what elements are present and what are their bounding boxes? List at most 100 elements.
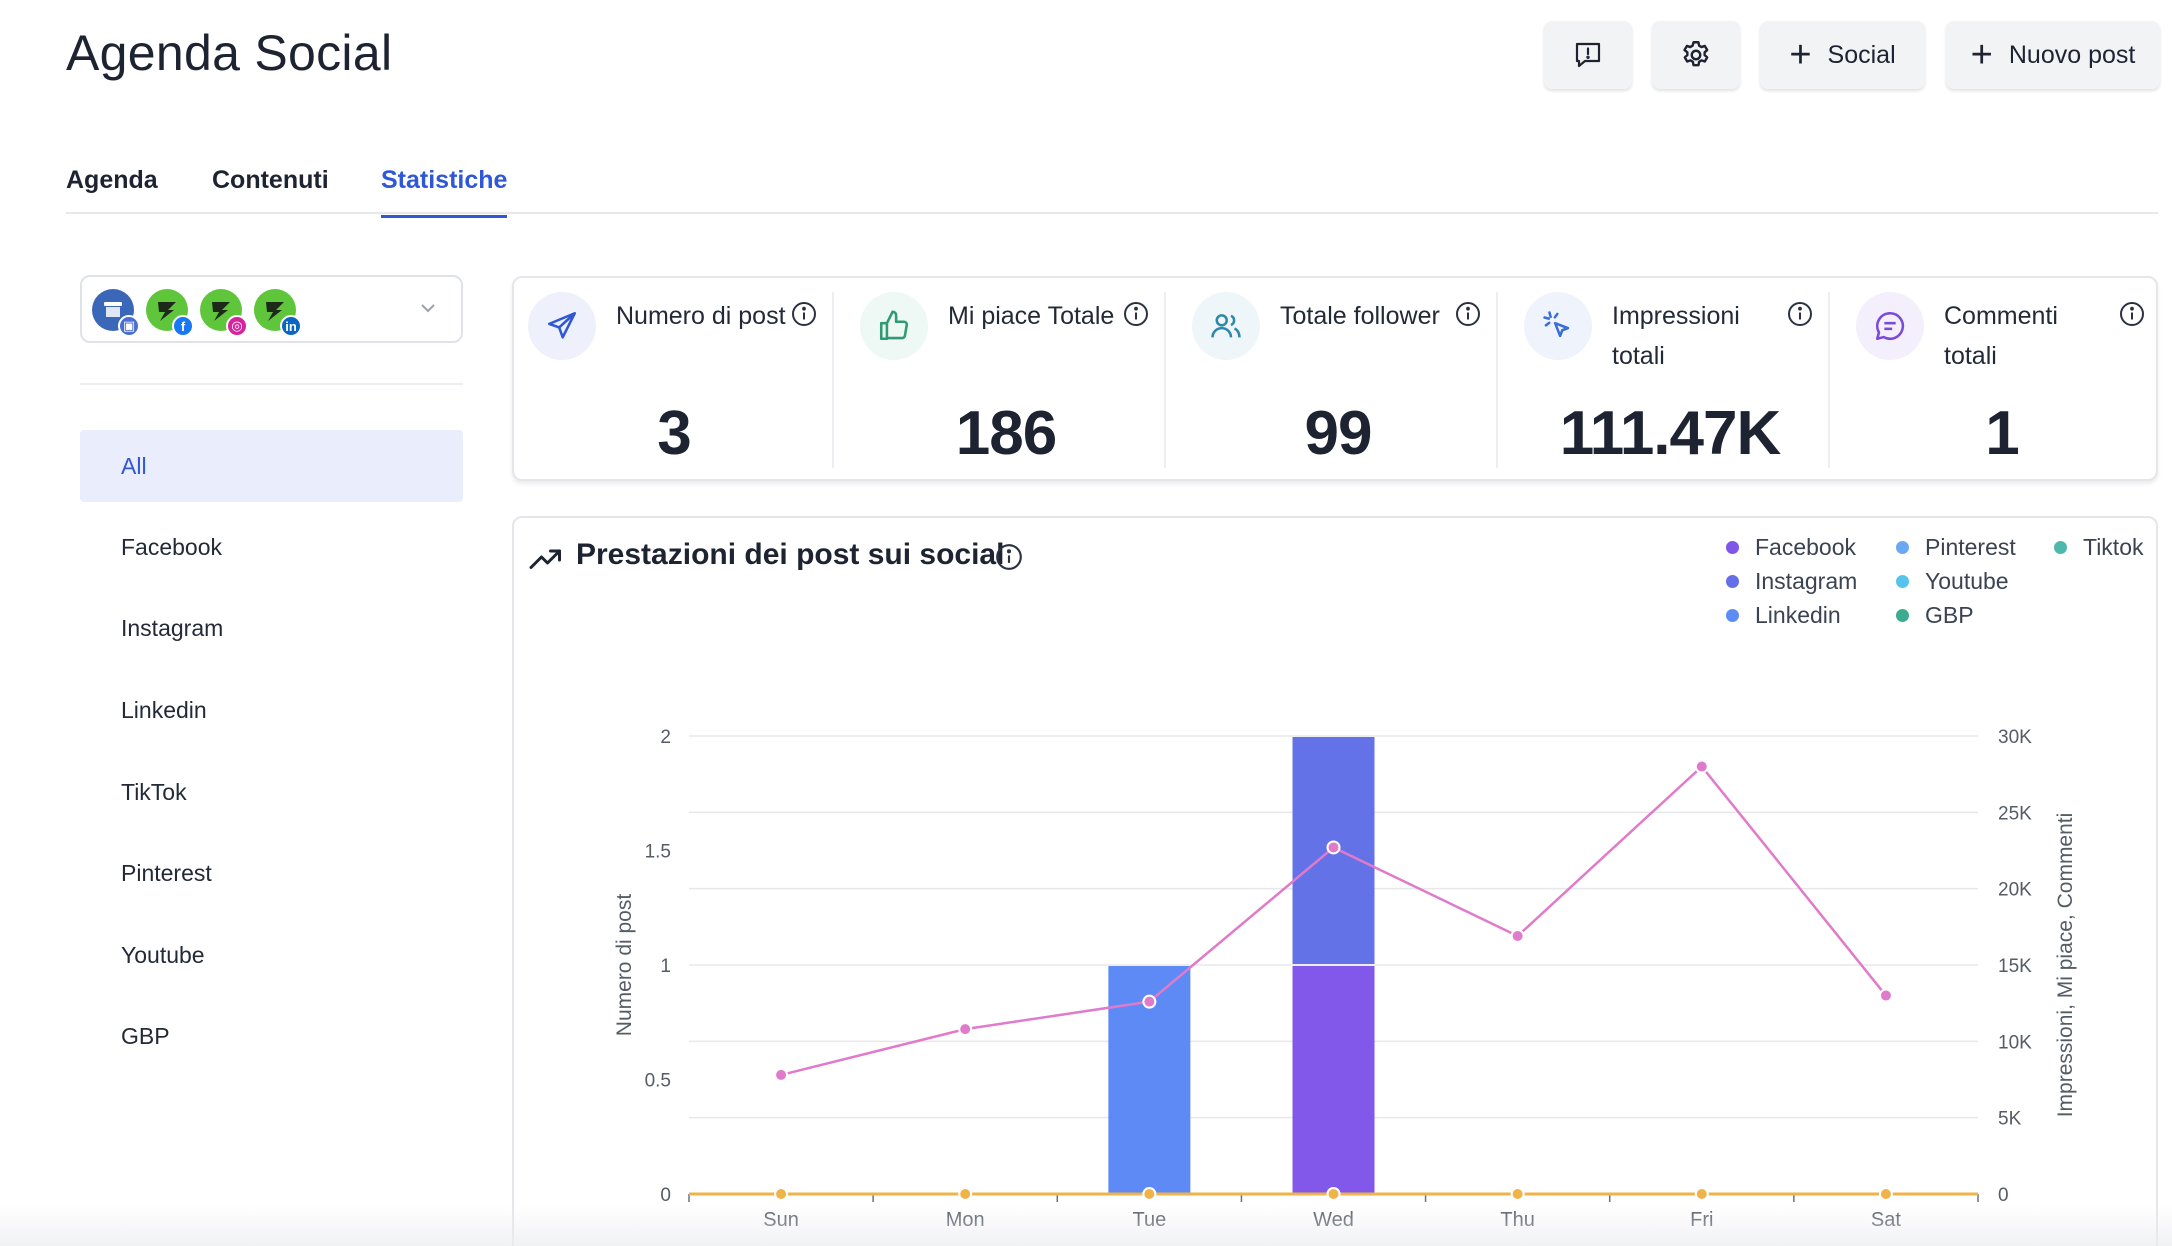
legend-label: Tiktok [2083, 534, 2144, 560]
y-axis-title: Numero di post [613, 894, 636, 1037]
legend-dot [1896, 541, 1909, 554]
y2-tick-label: 15K [1998, 956, 2032, 977]
x-tick-label: Sat [1871, 1209, 1901, 1231]
data-point [1694, 1187, 1709, 1201]
y2-tick-label: 0 [1998, 1185, 2009, 1206]
stat-value: 99 [1304, 399, 1373, 468]
x-tick-label: Fri [1690, 1209, 1713, 1231]
y2-tick-label: 5K [1998, 1109, 2022, 1130]
x-tick-label: Wed [1313, 1209, 1354, 1231]
legend-item-linkedin[interactable]: Linkedin [1726, 602, 1841, 629]
legend-label: Instagram [1755, 568, 1858, 594]
feedback-button[interactable] [1544, 21, 1632, 89]
sidebar-item-facebook[interactable]: Facebook [121, 533, 223, 560]
cursor-click-icon [1524, 292, 1592, 360]
stat-divider [1828, 292, 1830, 468]
stat-value: 1 [1985, 399, 2019, 468]
tab-statistiche[interactable]: Statistiche [381, 166, 508, 218]
y-tick-label: 2 [660, 727, 671, 748]
legend-item-tiktok[interactable]: Tiktok [2054, 534, 2144, 561]
x-tick-label: Mon [946, 1209, 985, 1231]
new-post-button[interactable]: + Nuovo post [1946, 21, 2160, 89]
add-social-label: Social [1827, 40, 1896, 69]
legend-item-facebook[interactable]: Facebook [1726, 534, 1856, 561]
legend-dot [1896, 609, 1909, 622]
sidebar-item-gbp[interactable]: GBP [121, 1022, 170, 1049]
y2-tick-label: 10K [1998, 1032, 2032, 1053]
stats-card: Numero di post 3 Mi piace Totale 186 Tot… [512, 276, 2158, 481]
stat-label: Numero di post [616, 302, 786, 330]
info-icon[interactable] [790, 300, 818, 328]
info-icon[interactable] [1122, 300, 1150, 328]
tab-contenuti[interactable]: Contenuti [212, 166, 329, 194]
info-icon[interactable] [1786, 300, 1814, 328]
data-point [1878, 1187, 1893, 1201]
sidebar-item-instagram[interactable]: Instagram [121, 614, 224, 641]
y-tick-label: 1.5 [645, 842, 671, 863]
x-tick-label: Thu [1500, 1209, 1534, 1231]
account-selector[interactable]: ▣ f ◎ in [80, 275, 463, 343]
y2-tick-label: 30K [1998, 727, 2032, 748]
y2-tick-label: 25K [1998, 803, 2032, 824]
stat-impressions: Impressioni totali 111.47K [1510, 278, 1830, 478]
legend-label: GBP [1925, 602, 1974, 628]
legend-item-pinterest[interactable]: Pinterest [1896, 534, 2016, 561]
stat-divider [1496, 292, 1498, 468]
legend-label: Linkedin [1755, 602, 1841, 628]
legend-item-youtube[interactable]: Youtube [1896, 568, 2009, 595]
performance-chart: 0 5K 10K 15K 20K 25K 30K 0 0.5 1 1.5 2 Sun Mon Tue Wed T… [613, 727, 2077, 1231]
legend-label: Youtube [1925, 568, 2009, 594]
info-icon[interactable] [2118, 300, 2146, 328]
y2-axis-title: Impressioni, Mi piace, Commenti [2054, 813, 2077, 1118]
info-icon[interactable] [1454, 300, 1482, 328]
sidebar-item-youtube[interactable]: Youtube [121, 941, 205, 968]
sidebar-item-pinterest[interactable]: Pinterest [121, 859, 212, 886]
stat-post-count: Numero di post 3 [514, 278, 834, 478]
thumbs-up-icon [860, 292, 928, 360]
data-point [1510, 1187, 1525, 1201]
account-avatar-instagram: ◎ [200, 289, 248, 337]
stat-divider [832, 292, 834, 468]
legend-dot [1896, 575, 1909, 588]
sidebar-item-tiktok[interactable]: TikTok [121, 778, 187, 805]
data-point [1326, 840, 1341, 855]
stat-value: 186 [955, 399, 1057, 468]
account-avatar-linkedin: in [254, 289, 302, 337]
stat-divider [1164, 292, 1166, 468]
sidebar-item-linkedin[interactable]: Linkedin [121, 696, 207, 723]
new-post-label: Nuovo post [2008, 40, 2136, 69]
data-point [774, 1067, 789, 1082]
sidebar-item-all[interactable]: All [80, 430, 463, 502]
y-tick-label: 0 [660, 1185, 671, 1206]
data-point [1142, 994, 1157, 1009]
chart-card: Prestazioni dei post sui social Facebook… [512, 516, 2158, 1246]
y-tick-label: 1 [660, 956, 671, 977]
gbp-badge-icon: ▣ [118, 315, 140, 337]
stat-label: Commenti totali [1944, 302, 2058, 370]
brand-logo-icon [212, 302, 230, 321]
stat-value: 111.47K [1559, 399, 1782, 468]
legend-dot [1726, 575, 1739, 588]
legend-item-instagram[interactable]: Instagram [1726, 568, 1857, 595]
tab-agenda[interactable]: Agenda [66, 166, 158, 194]
brand-logo-icon [158, 302, 176, 321]
data-point [1510, 928, 1525, 943]
legend-dot [1726, 609, 1739, 622]
settings-button[interactable] [1652, 21, 1740, 89]
data-point [958, 1187, 973, 1201]
data-point [1878, 988, 1893, 1003]
stat-label: Mi piace Totale [948, 302, 1115, 330]
y2-tick-label: 20K [1998, 880, 2032, 901]
chevron-down-icon [421, 304, 435, 313]
legend-item-gbp[interactable]: GBP [1896, 602, 1974, 629]
chart-title: Prestazioni dei post sui social [576, 538, 1005, 571]
tab-bar: Agenda Contenuti Statistiche [66, 150, 2158, 218]
y-tick-label: 0.5 [645, 1071, 671, 1092]
x-tick-label: Tue [1132, 1209, 1166, 1231]
info-icon[interactable] [994, 542, 1024, 572]
add-social-button[interactable]: + Social [1760, 21, 1925, 89]
linkedin-badge-icon: in [280, 315, 302, 337]
data-point [1142, 1187, 1157, 1201]
feedback-icon [1575, 42, 1601, 68]
send-icon [528, 292, 596, 360]
